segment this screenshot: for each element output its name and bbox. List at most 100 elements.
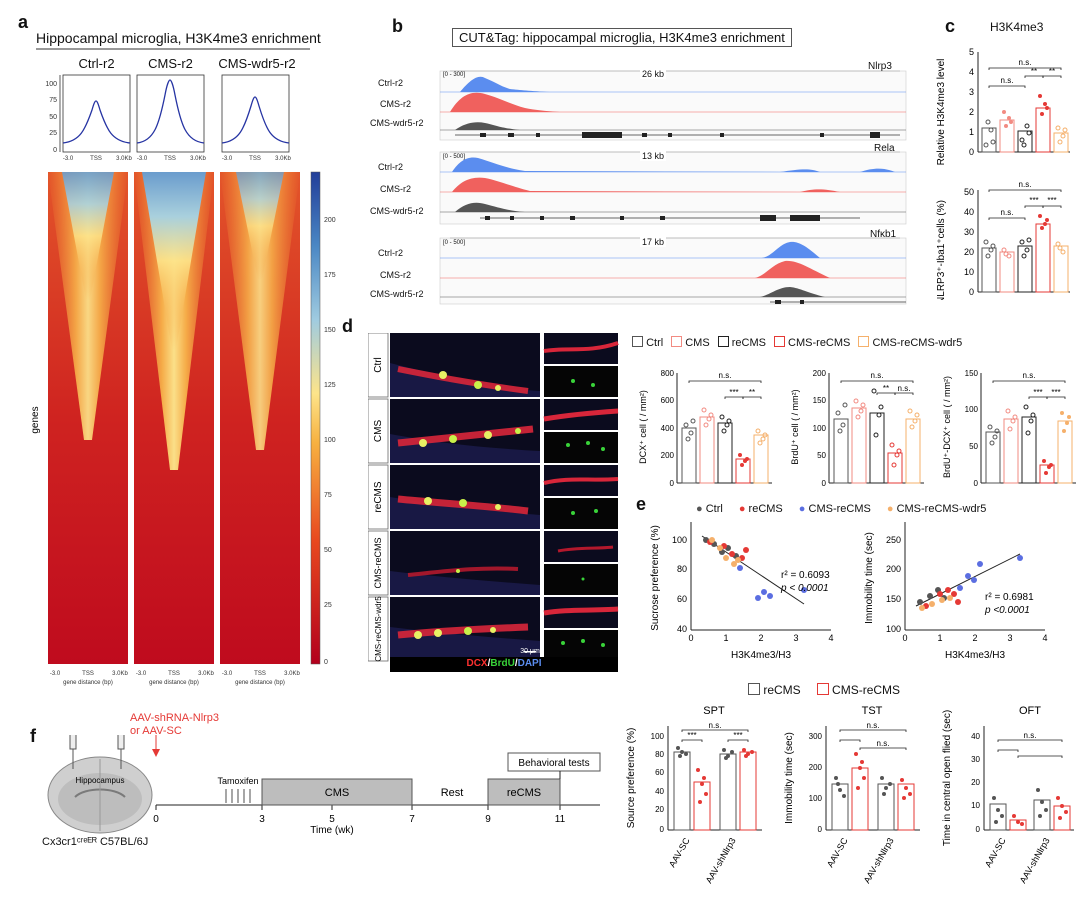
c-bot-ytick: 20 <box>964 247 974 257</box>
d-chart-brdu-dcx: 150 100 50 0 n.s. *** *** BrdU⁺-DCX⁺ cel… <box>942 369 1076 488</box>
d-legend-item: CMS-reCMS-wdr5 <box>858 336 962 349</box>
tl-behavioral: Behavioral tests <box>518 758 589 769</box>
mouse-strain: Cx3cr1ᶜʳᵉᴱᴿ C57BL/6J <box>42 836 149 848</box>
e-r-r2: r² = 0.6981 <box>985 592 1034 603</box>
d2-ytick: 50 <box>817 451 826 460</box>
panel-b-label: b <box>392 16 403 36</box>
c-bar <box>1035 107 1051 153</box>
colorbar-tick: 150 <box>324 327 336 334</box>
panel-c-charts: 5 4 3 2 1 0 n.s. n.s. ** ** 50 40 30 20 … <box>936 47 1070 300</box>
d3-ytick: 150 <box>965 369 979 378</box>
track-label: CMS-r2 <box>380 184 411 194</box>
e-scatter-sucrose: 100 80 60 40 0 1 2 3 4 r² = 0.6093 p < 0… <box>650 522 834 661</box>
tl-tick: 5 <box>329 814 335 825</box>
e-r-p: p <0.0001 <box>984 605 1030 616</box>
profile-cms <box>136 74 205 153</box>
e-l-ytick: 100 <box>672 535 687 545</box>
e-xtick: 0 <box>902 633 907 643</box>
heatmap-cms <box>134 172 214 664</box>
spt-ylabel: Source preference (%) <box>626 728 637 829</box>
colorbar-tick: 200 <box>324 217 336 224</box>
d-legend-text: CMS <box>685 337 710 349</box>
brain-icon <box>47 735 153 834</box>
profile-xtick: -3.0 <box>222 156 233 162</box>
profile-xtick: TSS <box>249 156 261 162</box>
heat-xtick: -3.0 <box>222 671 233 677</box>
f-xgroup: AAV-SC <box>667 836 692 869</box>
spt-ytick: 0 <box>660 825 665 834</box>
tl-tick: 3 <box>259 814 265 825</box>
colorbar-tick: 50 <box>324 547 332 554</box>
c-top-ytick: 2 <box>969 107 974 117</box>
e-xtick: 4 <box>1042 633 1047 643</box>
profile-xtick: 3.0Kb <box>275 156 291 162</box>
d1-ylabel: DCX⁺ cell ( / mm²) <box>638 390 648 464</box>
e-legend-item: ● Ctrl <box>696 503 723 515</box>
spt-ytick: 60 <box>655 768 664 777</box>
e-xtick: 3 <box>793 633 798 643</box>
e-l-ytick: 60 <box>677 594 687 604</box>
profile-xtick: TSS <box>164 156 176 162</box>
d3-sig: *** <box>1051 388 1060 397</box>
heatmap-ctrl <box>48 172 128 664</box>
heat-xtick: 3.0Kb <box>198 671 214 677</box>
recms-box <box>487 778 561 806</box>
colorbar <box>310 171 321 665</box>
stain-legend: DCX/BrdU/DAPI <box>390 658 618 669</box>
c-bot-ytick: 40 <box>964 207 974 217</box>
virus-name: AAV-shRNA-Nlrp3 <box>130 712 220 724</box>
locus-size: 26 kb <box>640 69 667 79</box>
group-label-cms: CMS-r2 <box>148 56 193 71</box>
timeline-figure: 0 3 5 7 9 11 Time (wk) CMS Rest reCMS Ta… <box>47 735 601 836</box>
spt-sig: n.s. <box>709 721 722 730</box>
profile-ctrl <box>62 74 131 153</box>
profile-wdr5 <box>221 74 290 153</box>
f-legend-text: reCMS <box>763 683 801 697</box>
micrograph-row-wdr5 <box>390 597 619 661</box>
e-legend-item: ● CMS-reCMS-wdr5 <box>886 503 987 515</box>
c-bar <box>1035 223 1051 293</box>
d-legend-text: Ctrl <box>646 337 664 349</box>
c-top-ytick: 3 <box>969 87 974 97</box>
profile-xtick: 3.0Kb <box>116 156 132 162</box>
c-top-ytick: 1 <box>969 127 974 137</box>
f-chart-spt: SPT 100 80 60 40 20 0 n.s. *** *** Sourc… <box>626 705 762 885</box>
behavioral-box <box>507 752 601 772</box>
tst-ytick: 200 <box>809 763 823 772</box>
e-l-ylabel: Sucrose preference (%) <box>650 525 661 631</box>
virus-label: AAV-shRNA-Nlrp3 or AAV-SC <box>130 712 219 738</box>
panel-d-label: d <box>342 316 353 336</box>
oft-sig: n.s. <box>1024 731 1037 740</box>
group-label-ctrl: Ctrl-r2 <box>78 56 115 71</box>
c-bot-ytick: 0 <box>969 287 974 297</box>
tst-ytick: 0 <box>818 825 823 834</box>
c-sig: ** <box>1031 67 1037 76</box>
gene-name-nlrp3: Nlrp3 <box>868 61 892 72</box>
profile-xtick: -3.0 <box>137 156 148 162</box>
track-label: Ctrl-r2 <box>378 248 403 258</box>
d1-sig: n.s. <box>719 371 732 380</box>
locus-range: [0 - 500] <box>443 154 466 160</box>
track-label: CMS-r2 <box>380 270 411 280</box>
d2-sig: n.s. <box>871 371 884 380</box>
micro-row-label: Ctrl <box>373 357 384 373</box>
profile-ytick: 75 <box>49 97 57 104</box>
d-legend-text: reCMS <box>731 337 766 349</box>
e-xtick: 2 <box>758 633 763 643</box>
d2-sig: n.s. <box>898 384 911 393</box>
locus-range: [0 - 300] <box>443 72 466 78</box>
track-label: CMS-wdr5-r2 <box>370 289 424 299</box>
c-bar <box>1017 245 1033 293</box>
colorbar-tick: 100 <box>324 437 336 444</box>
c-sig-ns: n.s. <box>1019 58 1032 67</box>
c-bar <box>981 247 997 293</box>
heat-xlabel: gene distance (bp) <box>63 680 113 686</box>
virus-or: or AAV-SC <box>130 725 182 737</box>
heat-xtick: -3.0 <box>50 671 61 677</box>
d-chart-dcx: 800 600 400 200 0 n.s. *** ** DCX⁺ cell … <box>638 369 772 488</box>
profile-xtick: 3.0Kb <box>190 156 206 162</box>
c-top-ytick: 0 <box>969 147 974 157</box>
e-legend-text: CMS-reCMS <box>808 503 871 515</box>
c-bar <box>981 127 997 153</box>
e-r-ylabel: Immobility time (sec) <box>864 532 875 624</box>
